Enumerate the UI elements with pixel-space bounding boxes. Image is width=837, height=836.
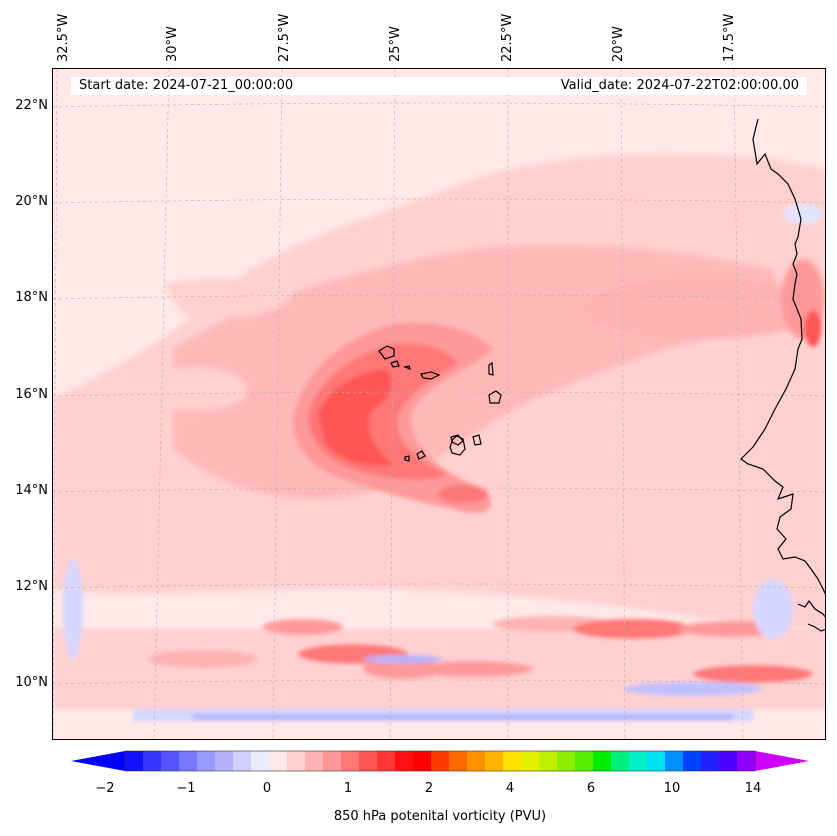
colorbar-label: 850 hPa potenital vorticity (PVU)	[333, 809, 547, 824]
colorbar-tick-14: 14	[744, 781, 762, 796]
colorbar-tick-1: 1	[343, 781, 353, 796]
pv-southern-bands	[53, 204, 825, 721]
colorbar-cell	[413, 751, 432, 771]
colorbar-cell	[683, 751, 702, 771]
map-frame	[52, 68, 826, 740]
start-date-label: Start date: 2024-07-21_00:00:00	[79, 78, 294, 93]
colorbar-cell	[521, 751, 540, 771]
lat-label-10n: 10°N	[15, 675, 48, 690]
colorbar-cell	[377, 751, 396, 771]
date-info-bar: Start date: 2024-07-21_00:00:00 Valid_da…	[71, 77, 807, 95]
colorbar-cell	[251, 751, 270, 771]
colorbar-cell	[467, 751, 486, 771]
colorbar-cell	[143, 751, 162, 771]
colorbar-cell	[395, 751, 414, 771]
colorbar-tick-m1: −1	[176, 781, 196, 796]
lat-label-12n: 12°N	[15, 579, 48, 594]
coast-detail-2	[807, 623, 825, 632]
colorbar-extend-high	[755, 751, 809, 771]
colorbar-cell	[287, 751, 306, 771]
colorbar-cell	[305, 751, 324, 771]
colorbar-tick-10: 10	[663, 781, 681, 796]
colorbar-cell	[233, 751, 252, 771]
colorbar-cell	[503, 751, 522, 771]
colorbar-cell	[557, 751, 576, 771]
lon-label-27-5w: 27.5°W	[277, 13, 292, 62]
colorbar-cell	[539, 751, 558, 771]
colorbar-cell	[125, 751, 144, 771]
graticule	[53, 69, 825, 739]
colorbar-cell	[431, 751, 450, 771]
valid-date-label: Valid_date: 2024-07-22T02:00:00.00	[560, 78, 799, 93]
colorbar-cell	[323, 751, 342, 771]
colorbar-cells	[125, 751, 756, 771]
lon-label-32-5w: 32.5°W	[56, 13, 71, 62]
lat-label-20n: 20°N	[15, 194, 48, 209]
pv-core-region	[293, 311, 821, 513]
colorbar-cell	[665, 751, 684, 771]
colorbar-tick-m2: −2	[95, 781, 115, 796]
colorbar-tick-2: 2	[424, 781, 434, 796]
lon-label-22-5w: 22.5°W	[500, 13, 515, 62]
african-coastline	[740, 118, 825, 595]
lat-label-16n: 16°N	[15, 387, 48, 402]
lon-label-17-5w: 17.5°W	[722, 13, 737, 62]
lat-label-22n: 22°N	[15, 98, 48, 113]
coast-detail	[797, 599, 825, 618]
lat-label-14n: 14°N	[15, 483, 48, 498]
colorbar-cell	[611, 751, 630, 771]
colorbar-cell	[269, 751, 288, 771]
colorbar-tick-0: 0	[262, 781, 272, 796]
lat-label-18n: 18°N	[15, 290, 48, 305]
colorbar-cell	[179, 751, 198, 771]
colorbar-cell	[485, 751, 504, 771]
colorbar-cell	[575, 751, 594, 771]
colorbar-cell	[449, 751, 468, 771]
colorbar-cell	[719, 751, 738, 771]
colorbar-tick-4: 4	[505, 781, 515, 796]
colorbar-cell	[197, 751, 216, 771]
colorbar-cell	[647, 751, 666, 771]
colorbar-outline	[124, 750, 756, 772]
colorbar-tick-6: 6	[586, 781, 596, 796]
colorbar-cell	[593, 751, 612, 771]
lon-label-30w: 30°W	[165, 26, 180, 62]
colorbar-cell	[215, 751, 234, 771]
colorbar-cell	[341, 751, 360, 771]
colorbar-cell	[359, 751, 378, 771]
colorbar	[71, 750, 809, 772]
colorbar-cell	[737, 751, 756, 771]
pv-field-map	[53, 69, 825, 739]
cape-verde-islands	[378, 345, 502, 462]
colorbar-cell	[161, 751, 180, 771]
colorbar-extend-low	[71, 751, 125, 771]
colorbar-cell	[629, 751, 648, 771]
colorbar-cell	[701, 751, 720, 771]
lon-label-20w: 20°W	[611, 26, 626, 62]
lon-label-25w: 25°W	[388, 26, 403, 62]
